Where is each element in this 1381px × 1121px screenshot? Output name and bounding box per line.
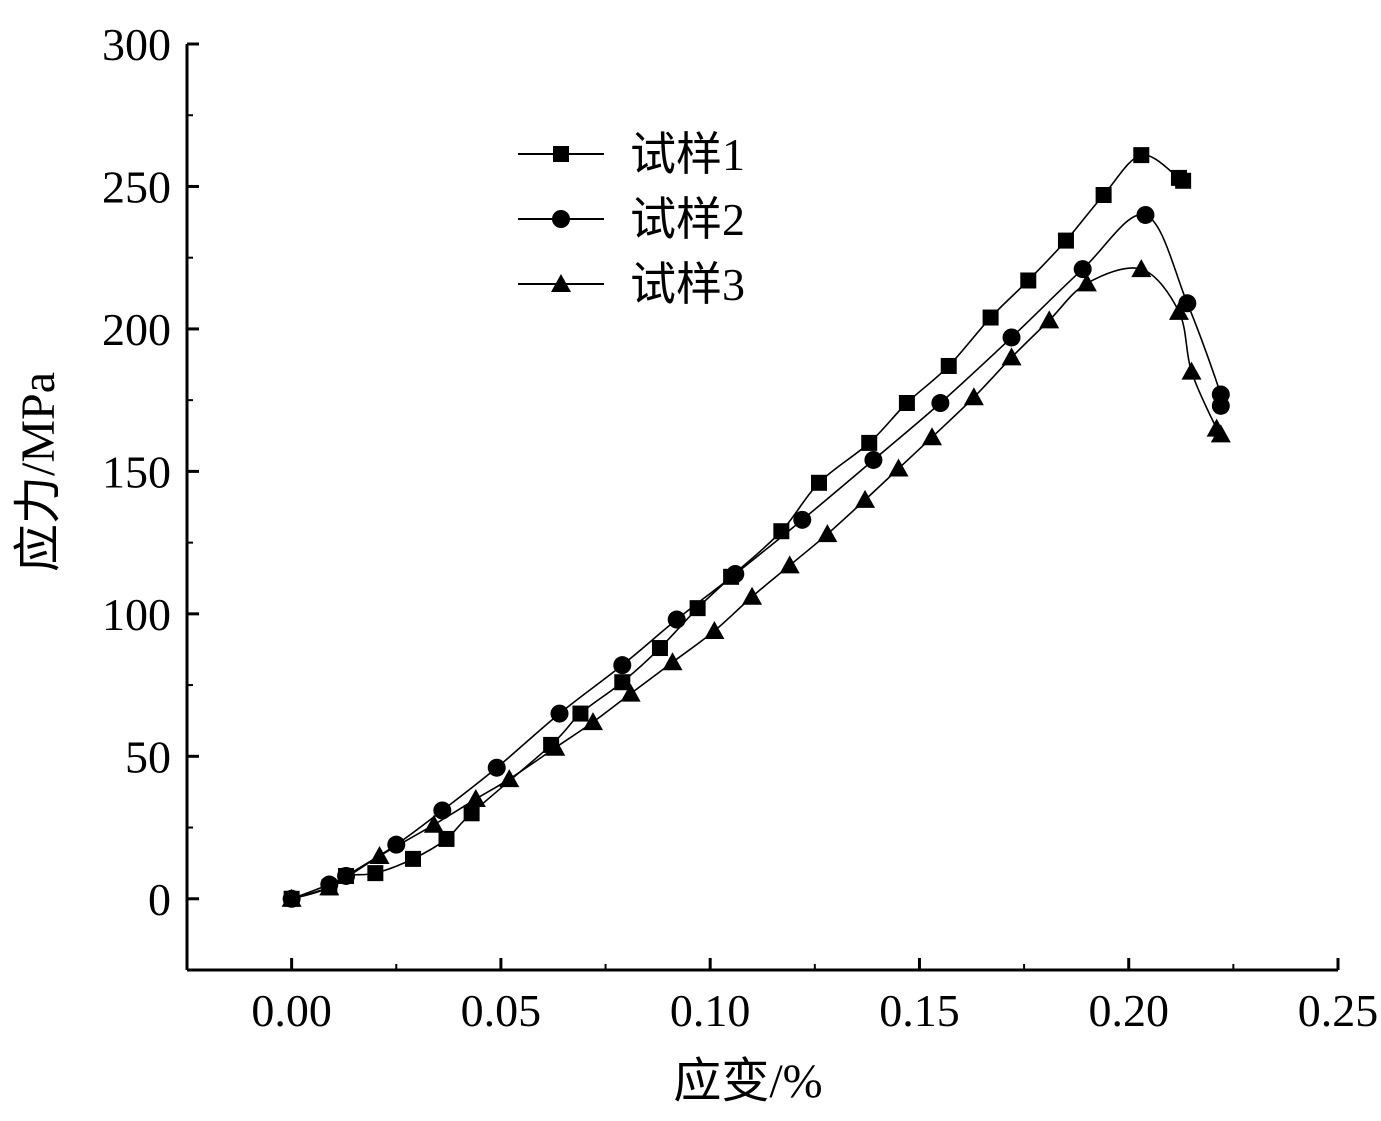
series-1-point [405,850,422,867]
y-tick-label: 250 [102,161,171,212]
series-3-point [499,769,520,788]
y-tick-label: 300 [102,19,171,70]
x-tick-label: 0.15 [879,985,960,1036]
series-2-point [1073,260,1092,279]
series-1-point [614,674,631,691]
series-3-point [817,524,838,543]
series-3-point [888,458,909,477]
legend: 试样1 试样2 试样3 [518,129,745,310]
series-3-point [1039,310,1060,329]
legend-item-2: 试样2 [518,194,745,245]
series-3-point [662,652,683,671]
legend-marker [553,146,569,162]
x-tick-label: 0.20 [1088,985,1169,1036]
series-1-point [367,865,384,882]
x-tick-label: 0.25 [1298,985,1379,1036]
series-3-point [423,814,444,833]
legend-label: 试样1 [630,129,745,180]
series-1-point [898,395,915,412]
legend-item-3: 试样3 [518,259,745,310]
x-tick-label: 0.00 [251,985,332,1036]
series-3-point [582,712,603,731]
series-2-point [1211,396,1230,415]
series-1-point [1175,172,1192,189]
series-1-point [940,357,957,374]
series-2-point [550,704,569,723]
series-2-point [793,510,812,529]
series-1-point [861,434,878,451]
series-1-point [982,309,999,326]
series-3-point [319,877,340,896]
series-1-point [572,705,589,722]
series-3-point [742,586,763,605]
x-axis-title: 应变/% [673,1055,822,1108]
legend-marker [552,210,570,228]
series-2-point [1136,205,1155,224]
series-1-point [1095,187,1112,204]
series-2 [282,205,1230,908]
series-3-point [963,387,984,406]
series-3-point [1210,424,1231,443]
legend-label: 试样3 [630,259,745,310]
series-2-line [291,213,1225,900]
series-1-point [773,523,790,540]
series-1-point [689,600,706,617]
x-tick-label: 0.05 [461,985,542,1036]
series-3 [281,259,1231,907]
series-3-point [281,888,302,907]
y-axis-title: 应力/MPa [12,372,65,572]
series-1-point [1020,272,1037,289]
series-layer [281,147,1231,908]
y-tick-label: 200 [102,304,171,355]
series-1-point [438,830,455,847]
series-1-point [463,805,480,822]
y-tick-label: 50 [125,731,171,782]
series-2-point [667,610,686,629]
series-3-point [704,620,725,639]
series-3-point [1001,347,1022,366]
series-3-point [922,427,943,446]
series-2-point [433,801,452,820]
series-3-point [1181,361,1202,380]
series-2-point [387,835,406,854]
series-1-point [1133,147,1150,164]
series-3-point [779,555,800,574]
series-1-point [651,640,668,657]
series-3-point [620,683,641,702]
series-3-point [545,737,566,756]
legend-item-1: 试样1 [518,129,745,180]
axes: 0 50 100 150 200 250 300 0.00 0.05 0.10 0.15 0.20 0.… [102,19,1378,1036]
series-3-point [1168,301,1189,320]
y-tick-label: 150 [102,446,171,497]
y-tick-label: 0 [148,874,171,925]
series-1-point [1057,232,1074,249]
x-tick-label: 0.10 [670,985,751,1036]
series-2-point [1178,294,1197,313]
series-2-point [931,394,950,413]
legend-label: 试样2 [630,194,745,245]
series-3-point [855,489,876,508]
series-2-point [1002,328,1021,347]
series-1-point [811,474,828,491]
series-2-point [726,564,745,583]
series-2-point [864,450,883,469]
series-2-point [613,656,632,675]
series-3-point [1076,273,1097,292]
series-3-point [1131,259,1152,278]
legend-marker [551,274,571,292]
series-2-point [487,758,506,777]
series-3-point [465,789,486,808]
series-3-point [369,846,390,865]
series-3-line [291,267,1222,900]
y-tick-label: 100 [102,589,171,640]
